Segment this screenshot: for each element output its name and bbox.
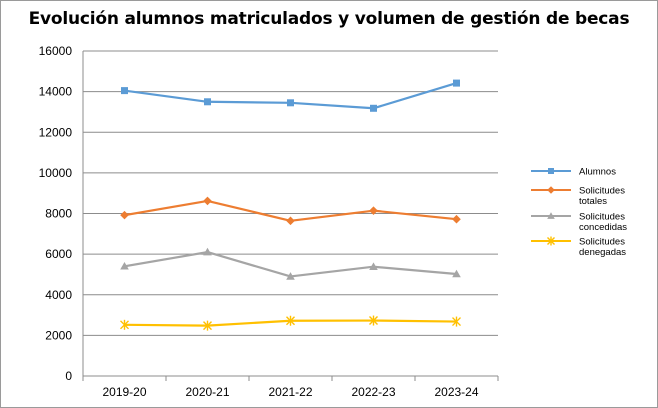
legend-label: Solicitudes	[579, 237, 625, 248]
data-point	[286, 272, 295, 280]
legend-marker	[548, 168, 554, 174]
legend-label: concedidas	[579, 222, 627, 233]
data-point	[452, 316, 461, 327]
x-tick-label: 2021-22	[268, 385, 312, 399]
legend-label: denegadas	[579, 247, 626, 258]
data-point	[120, 319, 129, 330]
y-tick-label: 14000	[39, 85, 73, 99]
x-tick-label: 2020-21	[185, 385, 229, 399]
data-point	[120, 210, 129, 220]
legend-item: Alumnos	[531, 167, 616, 178]
y-tick-label: 16000	[39, 44, 73, 58]
data-point	[453, 79, 460, 87]
legend-label: Solicitudes	[579, 186, 625, 197]
legend-label: Solicitudes	[579, 212, 625, 223]
data-point	[369, 315, 378, 326]
data-point	[287, 99, 294, 107]
y-tick-label: 4000	[45, 288, 72, 302]
legend-marker	[547, 212, 555, 219]
x-tick-label: 2019-20	[102, 385, 146, 399]
y-tick-label: 8000	[45, 207, 72, 221]
series-alumnos	[121, 79, 460, 112]
data-point	[120, 262, 129, 270]
data-point	[369, 262, 378, 270]
x-tick-label: 2022-23	[351, 385, 395, 399]
series-solicitudes-totales	[120, 196, 461, 226]
y-tick-label: 0	[65, 369, 72, 383]
legend-label: Alumnos	[579, 167, 616, 178]
legend-marker	[547, 186, 555, 194]
x-tick-label: 2023-24	[434, 385, 478, 399]
axes	[82, 51, 499, 381]
series-lines	[120, 79, 461, 331]
data-point	[370, 104, 377, 112]
data-point	[204, 98, 211, 106]
legend-label: totales	[579, 196, 607, 207]
y-tick-label: 6000	[45, 247, 72, 261]
y-tick-label: 2000	[45, 328, 72, 342]
data-point	[452, 214, 461, 224]
data-point	[286, 216, 295, 226]
chart-title: Evolución alumnos matriculados y volumen…	[28, 9, 630, 29]
data-point	[121, 87, 128, 95]
series-solicitudes-concedidas	[120, 247, 461, 280]
legend-marker	[547, 236, 555, 246]
data-point	[452, 269, 461, 278]
y-tick-labels: 0 2000 4000 6000 8000 10000 12000 14000 16000	[39, 44, 73, 383]
y-tick-label: 10000	[39, 166, 73, 180]
x-tick-labels: 2019-20 2020-21 2021-22 2022-23 2023-24	[102, 385, 478, 399]
y-tick-label: 12000	[39, 125, 73, 139]
data-point	[369, 206, 378, 215]
data-point	[203, 196, 212, 206]
data-point	[203, 320, 212, 331]
data-point	[286, 315, 295, 326]
series-solicitudes-denegadas	[120, 315, 461, 331]
gridlines	[83, 50, 498, 336]
legend: AlumnosSolicitudestotalesSolicitudesconc…	[531, 167, 627, 258]
data-point	[203, 247, 212, 256]
